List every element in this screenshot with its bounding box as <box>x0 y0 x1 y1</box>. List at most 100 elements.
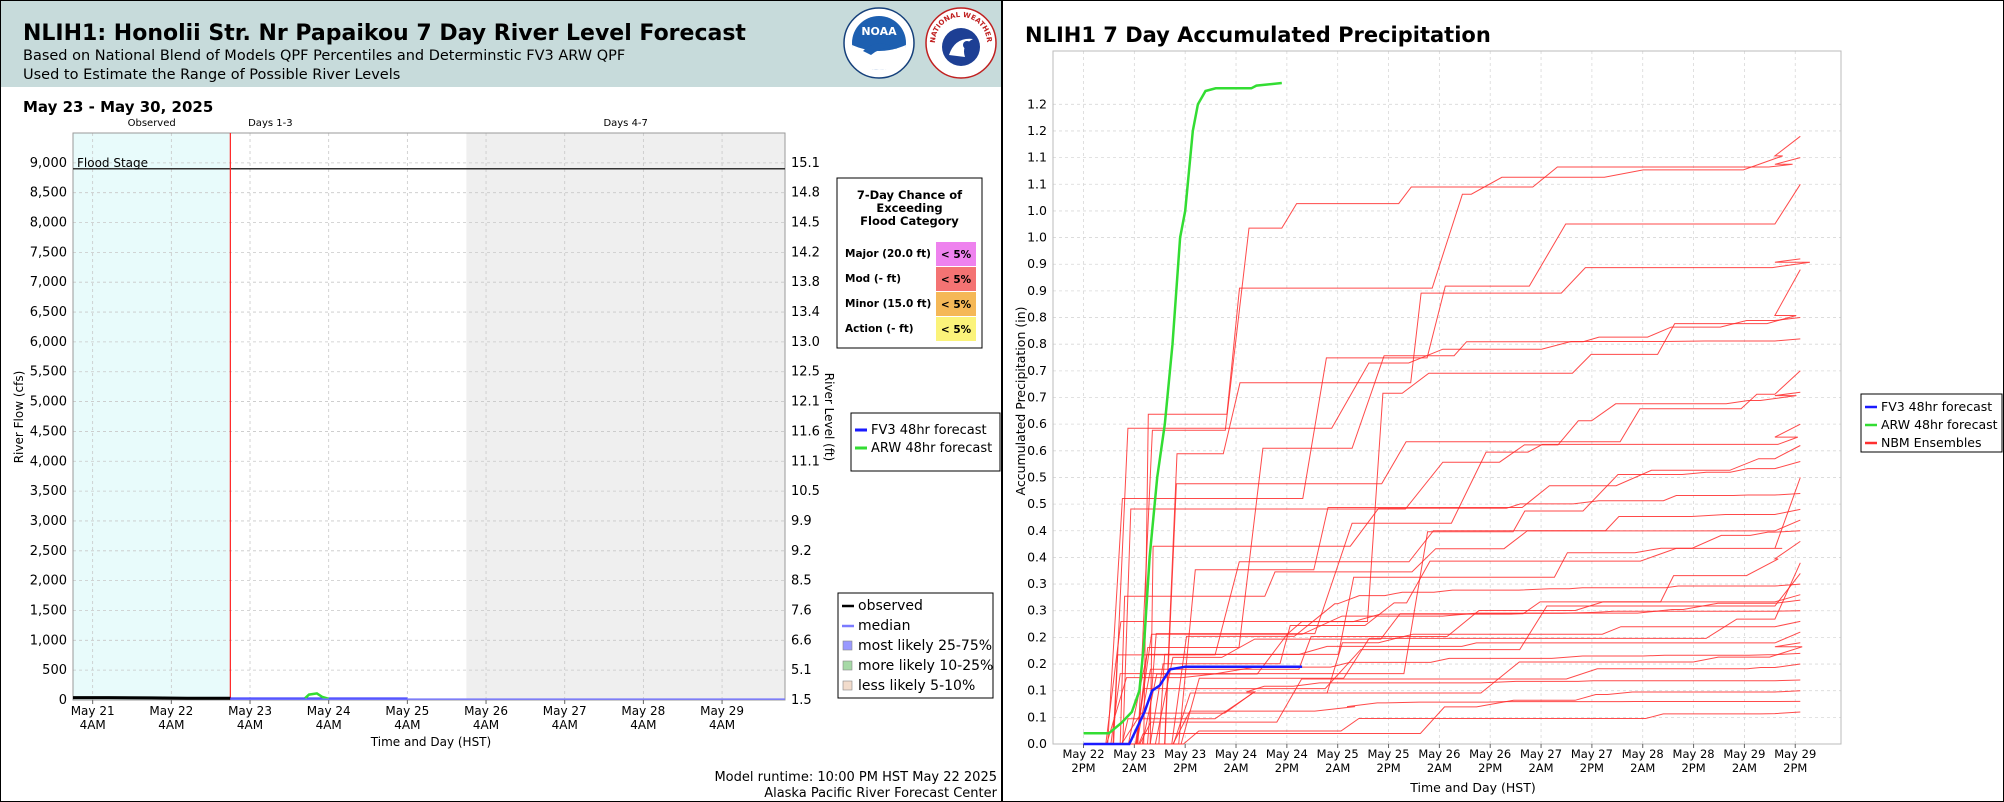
y-tick-label: 0.4 <box>1027 523 1047 538</box>
legend-swatch <box>842 680 853 691</box>
flood-row-label: Mod (- ft) <box>845 273 901 285</box>
nbm-ensemble-line <box>1083 631 1801 745</box>
flood-row-swatch <box>936 292 976 316</box>
nbm-ensemble-line <box>1083 620 1801 745</box>
nbm-ensemble-line <box>1083 391 1801 745</box>
legend-label: less likely 5-10% <box>858 678 975 694</box>
x-tick-label: May 25 <box>1317 747 1359 761</box>
region-label: Observed <box>128 118 176 129</box>
y-tick-label: 1.2 <box>1027 96 1047 111</box>
y-tick-label: 1.1 <box>1027 176 1047 191</box>
flood-row-swatch <box>936 267 976 291</box>
days-4-7-region <box>466 133 785 700</box>
y-tick-label: 0.2 <box>1027 656 1047 671</box>
nbm-ensemble-line <box>1083 370 1801 745</box>
y2-tick-label: 5.1 <box>791 663 812 678</box>
x-tick-label: 4AM <box>316 718 342 732</box>
x-tick-label: 4AM <box>394 718 420 732</box>
series-line <box>304 692 330 701</box>
x-tick-label: 2AM <box>1630 761 1655 775</box>
y-tick-label: 1,500 <box>30 603 67 618</box>
x-tick-label: May 23 <box>228 704 272 718</box>
nbm-ensemble-line <box>1083 135 1801 745</box>
x-tick-label: May 26 <box>1469 747 1511 761</box>
x-tick-label: May 22 <box>1062 747 1104 761</box>
x-tick-label: May 27 <box>1571 747 1613 761</box>
y2-tick-label: 7.6 <box>791 603 812 618</box>
legend-label: observed <box>858 598 923 614</box>
y2-tick-label: 10.5 <box>791 484 820 499</box>
y2-tick-label: 13.4 <box>791 305 820 320</box>
x-tick-label: 2AM <box>1223 761 1248 775</box>
x-tick-label: 4AM <box>158 718 184 732</box>
x-tick-label: 2PM <box>1275 761 1299 775</box>
forecast-center: Alaska Pacific River Forecast Center <box>764 786 997 801</box>
x-axis-label: Time and Day (HST) <box>1409 780 1535 795</box>
y2-tick-label: 1.5 <box>791 693 812 708</box>
y2-tick-label: 8.5 <box>791 574 812 589</box>
y-tick-label: 0.5 <box>1027 496 1047 511</box>
x-tick-label: May 22 <box>149 704 193 718</box>
x-tick-label: 2AM <box>1732 761 1757 775</box>
precip-chart: 0.0 0.1 0.1 0.2 0.2 0.3 0.3 0.4 0.4 0.5 0.5 0.6 0.6 0… <box>1013 50 2003 795</box>
y-tick-label: 0.4 <box>1027 549 1047 564</box>
y-tick-label: 0.0 <box>1027 736 1047 751</box>
y-tick-label: 5,000 <box>30 395 67 410</box>
x-tick-label: May 25 <box>385 704 429 718</box>
flood-row-value: < 5% <box>941 249 972 261</box>
nbm-ensemble-line <box>1083 317 1801 745</box>
y-tick-label: 0.6 <box>1027 443 1047 458</box>
y-tick-label: 2,000 <box>30 574 67 589</box>
x-tick-label: May 29 <box>700 704 744 718</box>
noaa-logo: NOAA <box>843 7 915 79</box>
x-tick-label: May 24 <box>1215 747 1257 761</box>
nbm-ensemble-line <box>1083 583 1801 745</box>
y2-tick-label: 15.1 <box>791 156 820 171</box>
nbm-ensemble-line <box>1083 184 1801 745</box>
arw-forecast-line <box>1083 81 1282 735</box>
x-tick-label: May 28 <box>621 704 665 718</box>
nbm-ensemble-line <box>1083 690 1801 745</box>
plot-frame <box>1052 50 1842 745</box>
x-tick-label: 4AM <box>237 718 263 732</box>
x-tick-label: May 21 <box>71 704 115 718</box>
nbm-ensemble-line <box>1083 258 1810 745</box>
x-tick-label: 2PM <box>1173 761 1197 775</box>
nbm-ensemble-line <box>1083 711 1801 745</box>
nbm-ensemble-line <box>1083 477 1801 745</box>
y2-tick-label: 9.2 <box>791 544 812 559</box>
x-tick-label: May 26 <box>464 704 508 718</box>
precip-title: NLIH1 7 Day Accumulated Precipitation <box>1025 23 1491 47</box>
y-tick-label: 500 <box>42 663 67 678</box>
flood-row-swatch <box>936 242 976 266</box>
x-tick-label: May 23 <box>1113 747 1155 761</box>
nbm-ensemble-line <box>1083 594 1801 745</box>
y-tick-label: 3,500 <box>30 484 67 499</box>
x-tick-label: May 25 <box>1367 747 1409 761</box>
y2-tick-label: 6.6 <box>791 633 812 648</box>
y2-tick-label: 14.5 <box>791 216 820 231</box>
y-tick-label: 5,500 <box>30 365 67 380</box>
y-tick-label: 8,000 <box>30 216 67 231</box>
nbm-ensemble-line <box>1083 610 1801 745</box>
y-tick-label: 1,000 <box>30 633 67 648</box>
x-tick-label: May 24 <box>1266 747 1308 761</box>
river-forecast-panel: NLIH1: Honolii Str. Nr Papaikou 7 Day Ri… <box>0 0 1002 802</box>
x-tick-label: 4AM <box>709 718 735 732</box>
nbm-ensemble-line <box>1083 423 1801 745</box>
x-tick-label: 2AM <box>1427 761 1452 775</box>
x-tick-label: 4AM <box>552 718 578 732</box>
y-tick-label: 3,000 <box>30 514 67 529</box>
legend-label: NBM Ensembles <box>1881 435 1982 450</box>
y2-tick-label: 9.9 <box>791 514 812 529</box>
model-runtime: Model runtime: 10:00 PM HST May 22 2025 <box>714 770 997 785</box>
page-title: NLIH1: Honolii Str. Nr Papaikou 7 Day Ri… <box>23 21 746 46</box>
nbm-ensemble-line <box>1083 562 1801 745</box>
x-tick-label: May 28 <box>1622 747 1664 761</box>
y2-tick-label: 13.8 <box>791 275 820 290</box>
x-tick-label: 2PM <box>1376 761 1400 775</box>
forecast-legend <box>850 412 1001 472</box>
precip-panel: NLIH1 7 Day Accumulated Precipitation 0.… <box>1002 0 2004 802</box>
y-axis-label: River Flow (cfs) <box>12 371 26 464</box>
y-tick-label: 4,500 <box>30 424 67 439</box>
